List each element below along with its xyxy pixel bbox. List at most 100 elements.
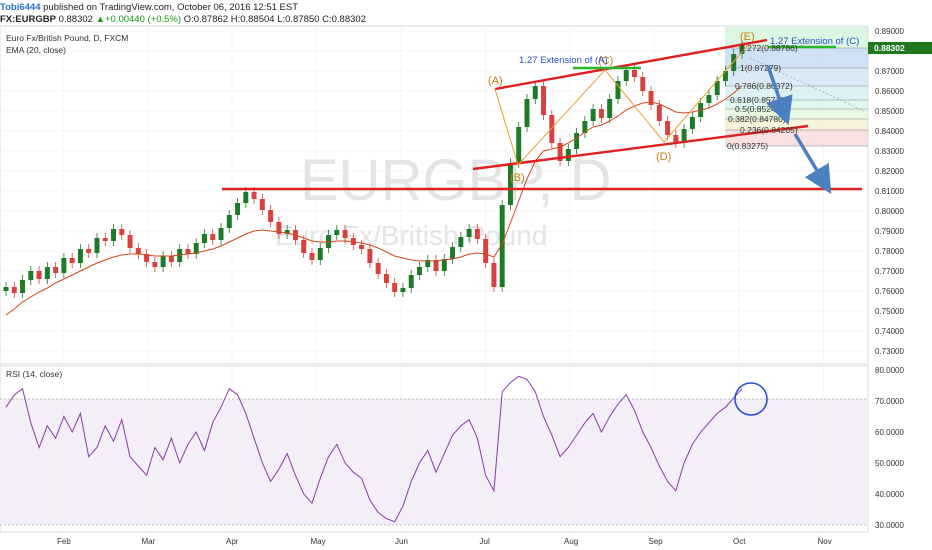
candle-body <box>243 192 249 203</box>
candle-body <box>367 249 373 263</box>
low-value: 0.87850 <box>285 14 320 25</box>
candle-body <box>383 274 389 283</box>
candle-body <box>474 229 480 239</box>
publish-info: published on TradingView.com, October 06… <box>43 2 299 13</box>
time-tick-label: Sep <box>649 537 664 546</box>
candle-body <box>458 237 464 247</box>
last-price: 0.88302 <box>58 14 93 25</box>
down-arrow-1 <box>766 65 793 126</box>
candle-body <box>392 283 398 292</box>
price-change: +0.00440 (+0.5%) <box>104 14 182 25</box>
open-label: O: <box>183 14 194 25</box>
candle-body <box>582 121 588 133</box>
candle-body <box>466 229 472 237</box>
candle-body <box>284 230 290 234</box>
high-label: H: <box>230 14 241 25</box>
rsi-axis: 80.0000 70.0000 60.0000 50.0000 40.0000 30.00… <box>875 366 904 530</box>
price-pane <box>0 25 869 365</box>
candle-body <box>483 239 489 263</box>
rsi-tick-label: 60.0000 <box>875 428 904 437</box>
time-axis: Feb Mar Apr May Jun Jul Aug Sep Oct Nov <box>57 537 832 546</box>
candle-body <box>152 262 158 267</box>
fib-label-0236: 0.236(0.84205) <box>740 125 798 135</box>
author-link[interactable]: Tobi6444 <box>0 2 41 13</box>
rsi-tick-label: 80.0000 <box>875 366 904 375</box>
candle-body <box>3 287 9 291</box>
fib-label-0382: 0.382(0.84780) <box>728 114 786 124</box>
candle-body <box>309 253 315 260</box>
candle-body <box>160 256 166 267</box>
rsi-tick-label: 50.0000 <box>875 459 904 468</box>
time-tick-label: Aug <box>564 537 578 546</box>
fib-label-05: 0.5(0.85245) <box>735 104 783 114</box>
symbol-label: FX:EURGBP <box>0 14 56 25</box>
candle-body <box>417 267 422 275</box>
quote-line: FX:EURGBP 0.88302 ▲+0.00440 (+0.5%) O:0.… <box>0 14 366 25</box>
candles <box>3 40 745 298</box>
fib-zone-4 <box>725 100 868 109</box>
candle-body <box>61 258 67 273</box>
price-axis: 0.890000.880000.870000.860000.850000.840… <box>875 27 904 356</box>
candle-body <box>598 109 604 118</box>
price-tick-label: 0.74000 <box>875 327 904 336</box>
time-tick-label: May <box>311 537 326 546</box>
price-tick-label: 0.85000 <box>875 107 904 116</box>
rsi-band <box>0 399 868 525</box>
price-tick-label: 0.83000 <box>875 147 904 156</box>
time-tick-label: Apr <box>226 537 239 546</box>
fib-zone-6 <box>725 119 868 130</box>
price-tick-label: 0.78000 <box>875 247 904 256</box>
candle-body <box>722 71 728 81</box>
candle-body <box>516 127 522 163</box>
candle-body <box>565 149 571 161</box>
candle-body <box>541 86 547 115</box>
candle-body <box>706 95 712 103</box>
candle-body <box>185 249 191 254</box>
channel-lower <box>472 124 809 171</box>
candle-body <box>499 205 505 287</box>
candle-body <box>408 275 414 288</box>
down-arrow-2 <box>793 133 832 194</box>
candle-body <box>69 258 75 263</box>
instrument-legend[interactable]: Euro Fx/British Pound, D, FXCM <box>6 33 129 43</box>
close-value: 0.88302 <box>331 14 366 25</box>
candle-body <box>53 267 59 273</box>
candle-body <box>342 230 348 238</box>
candle-body <box>86 249 92 253</box>
price-tick-label: 0.89000 <box>875 27 904 36</box>
wave-label-c: (C) <box>598 55 613 67</box>
candle-body <box>359 245 365 249</box>
fib-label-1272: 1.272(0.88786) <box>740 43 798 53</box>
candle-body <box>375 263 381 274</box>
wave-path <box>494 44 749 166</box>
time-tick-label: Feb <box>57 537 71 546</box>
ema-legend[interactable]: EMA (20, close) <box>6 45 66 55</box>
fib-label-0618: 0.618(0.85710) <box>730 95 788 105</box>
candle-body <box>334 230 340 235</box>
candle-body <box>491 263 497 287</box>
fib-zone-top <box>725 27 868 48</box>
rsi-tick-label: 70.0000 <box>875 397 904 406</box>
wave-label-e: (E) <box>740 31 755 43</box>
price-tick-label: 0.73000 <box>875 347 904 356</box>
time-tick-label: Jul <box>480 537 490 546</box>
candle-body <box>425 260 431 267</box>
candle-body <box>218 228 224 240</box>
rsi-legend[interactable]: RSI (14, close) <box>6 369 63 379</box>
candle-body <box>640 77 646 91</box>
candle-body <box>135 248 141 254</box>
candle-body <box>235 203 241 215</box>
rsi-tick-label: 30.0000 <box>875 521 904 530</box>
candle-body <box>268 210 274 222</box>
extension-e-label: 1.27 Extension of (C) <box>770 36 859 47</box>
candle-body <box>574 133 580 149</box>
candle-body <box>251 192 257 199</box>
time-tick-label: Jun <box>395 537 408 546</box>
candle-body <box>450 247 456 259</box>
time-tick-label: Nov <box>818 537 832 546</box>
price-tick-label: 0.86000 <box>875 87 904 96</box>
candle-body <box>168 256 174 262</box>
candle-body <box>210 234 216 240</box>
candle-body <box>731 54 737 71</box>
